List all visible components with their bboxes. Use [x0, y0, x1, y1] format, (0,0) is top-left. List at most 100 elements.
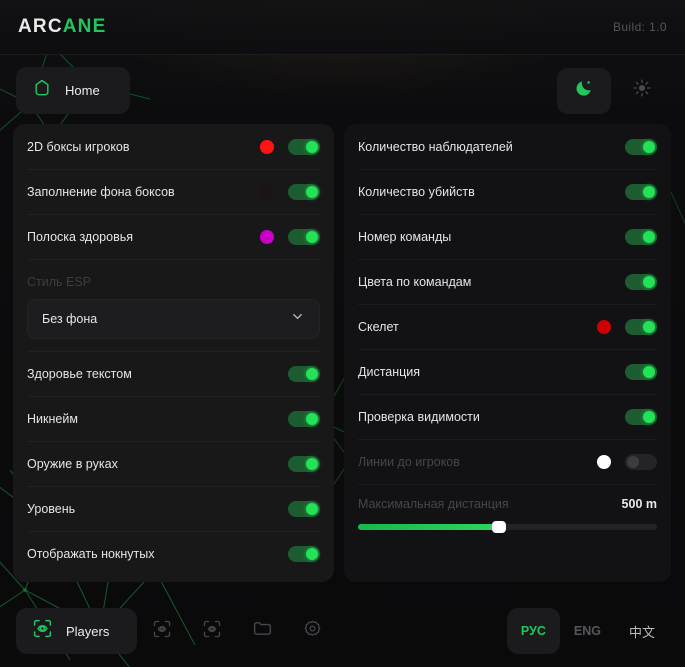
setting-label: Никнейм [27, 411, 78, 426]
toggle-switch[interactable] [625, 363, 657, 380]
visuals-esp-icon [202, 619, 222, 644]
app-header: ARCANE Build: 1.0 [0, 0, 685, 55]
toggle-knob [643, 185, 655, 198]
logo-text-primary: ARC [18, 16, 63, 37]
setting-label: Уровень [27, 501, 76, 516]
theme-switcher [557, 67, 669, 114]
setting-label: 2D боксы игроков [27, 139, 130, 154]
nav-item-aim[interactable] [137, 608, 187, 654]
lang-button-rus[interactable]: РУС [506, 608, 560, 654]
setting-row[interactable]: Количество наблюдателей [358, 124, 657, 169]
sun-icon [633, 79, 651, 102]
setting-row[interactable]: Цвета по командам [358, 259, 657, 304]
nav-item-players-label: Players [66, 623, 110, 639]
toggle-switch[interactable] [288, 545, 320, 562]
esp-style-dropdown[interactable]: Без фона [27, 299, 320, 339]
setting-row[interactable]: Дистанция [358, 349, 657, 394]
top-bar: Home [0, 55, 685, 124]
toggle-knob [306, 547, 318, 560]
setting-label: Отображать нокнутых [27, 546, 155, 561]
toggle-switch[interactable] [625, 318, 657, 335]
nav-item-visuals[interactable] [187, 608, 237, 654]
toggle-knob [306, 457, 318, 470]
setting-row[interactable]: Уровень [27, 486, 320, 531]
toggle-switch[interactable] [288, 183, 320, 200]
toggle-knob [306, 502, 318, 515]
setting-label: Номер команды [358, 229, 452, 244]
setting-label: Линии до игроков [358, 454, 460, 469]
logo-text-accent: ANE [62, 16, 107, 37]
toggle-switch[interactable] [288, 228, 320, 245]
setting-row[interactable]: Оружие в руках [27, 441, 320, 486]
setting-row[interactable]: Количество убийств [358, 169, 657, 214]
panel-left: 2D боксы игроков Заполнение фона боксов … [13, 124, 334, 582]
setting-row[interactable]: Проверка видимости [358, 394, 657, 439]
toggle-knob [306, 185, 318, 198]
esp-style-label: Стиль ESP [27, 259, 320, 293]
toggle-knob [643, 140, 655, 153]
toggle-switch[interactable] [625, 273, 657, 290]
setting-row[interactable]: Линии до игроков [358, 439, 657, 484]
nav-item-settings[interactable] [287, 608, 337, 654]
setting-row[interactable]: Полоска здоровья [27, 214, 320, 259]
folder-icon [252, 618, 273, 644]
toggle-switch[interactable] [288, 455, 320, 472]
nav-item-configs[interactable] [237, 608, 287, 654]
gear-icon [303, 619, 322, 643]
toggle-switch[interactable] [625, 453, 657, 470]
setting-row[interactable]: Отображать нокнутых [27, 531, 320, 576]
color-swatch[interactable] [260, 184, 274, 199]
setting-label: Проверка видимости [358, 409, 480, 424]
slider-thumb[interactable] [491, 521, 506, 533]
language-switcher: РУС ENG 中文 [506, 608, 669, 654]
setting-row[interactable]: Номер команды [358, 214, 657, 259]
toggle-switch[interactable] [625, 138, 657, 155]
toggle-switch[interactable] [288, 365, 320, 382]
toggle-knob [306, 412, 318, 425]
bottom-nav: Players [16, 608, 337, 654]
build-version-label: Build: 1.0 [612, 20, 667, 34]
toggle-switch[interactable] [288, 138, 320, 155]
lang-button-eng[interactable]: ENG [573, 624, 601, 638]
home-shield-icon [32, 78, 52, 103]
settings-panels: 2D боксы игроков Заполнение фона боксов … [0, 124, 685, 582]
setting-row[interactable]: Заполнение фона боксов [27, 169, 320, 214]
setting-label: Здоровье текстом [27, 366, 132, 381]
theme-light-button[interactable] [615, 68, 669, 114]
max-distance-slider[interactable] [358, 521, 657, 533]
toggle-switch[interactable] [625, 228, 657, 245]
toggle-switch[interactable] [625, 408, 657, 425]
setting-label: Полоска здоровья [27, 229, 133, 244]
chevron-down-icon [290, 309, 305, 329]
bottom-bar: Players [0, 595, 685, 667]
panel-right: Количество наблюдателей Количество убийс… [344, 124, 671, 582]
color-swatch[interactable] [260, 139, 274, 154]
player-esp-icon [32, 618, 53, 644]
setting-label: Скелет [358, 319, 399, 334]
setting-row[interactable]: Здоровье текстом [27, 351, 320, 396]
setting-row[interactable]: 2D боксы игроков [27, 124, 320, 169]
app-logo: ARCANE [18, 16, 106, 38]
setting-label: Заполнение фона боксов [27, 184, 175, 199]
max-distance-label: Максимальная дистанция [358, 497, 509, 511]
max-distance-header: Максимальная дистанция 500 m [358, 484, 657, 524]
color-swatch[interactable] [597, 454, 611, 469]
setting-row[interactable]: Скелет [358, 304, 657, 349]
toggle-knob [306, 140, 318, 153]
setting-row[interactable]: Никнейм [27, 396, 320, 441]
toggle-switch[interactable] [625, 183, 657, 200]
moon-icon [574, 78, 594, 103]
setting-label: Оружие в руках [27, 456, 118, 471]
color-swatch[interactable] [597, 319, 611, 334]
setting-label: Дистанция [358, 364, 421, 379]
theme-dark-button[interactable] [557, 67, 611, 114]
color-swatch[interactable] [260, 229, 274, 244]
toggle-switch[interactable] [288, 500, 320, 517]
tab-home[interactable]: Home [16, 67, 130, 114]
setting-label: Цвета по командам [358, 274, 472, 289]
nav-item-players[interactable]: Players [16, 608, 138, 654]
slider-fill [358, 524, 499, 530]
lang-button-chinese[interactable]: 中文 [628, 624, 655, 640]
toggle-switch[interactable] [288, 410, 320, 427]
